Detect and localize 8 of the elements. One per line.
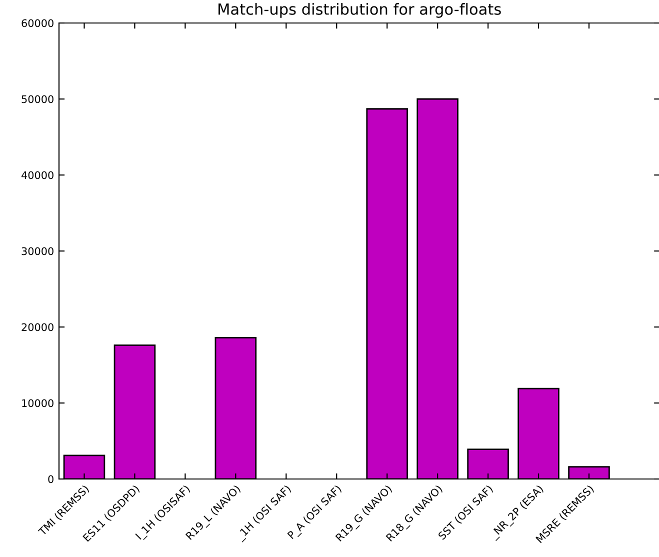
chart-title: Match-ups distribution for argo-floats	[218, 3, 501, 18]
y-tick-label: 50000	[22, 95, 54, 104]
y-tick-label: 10000	[22, 399, 54, 408]
y-tick-label: 40000	[22, 171, 54, 180]
y-tick-label: 60000	[22, 19, 54, 28]
y-tick-label: 30000	[22, 247, 54, 256]
y-tick-label: 20000	[22, 323, 54, 332]
y-tick-label: 0	[48, 475, 54, 484]
